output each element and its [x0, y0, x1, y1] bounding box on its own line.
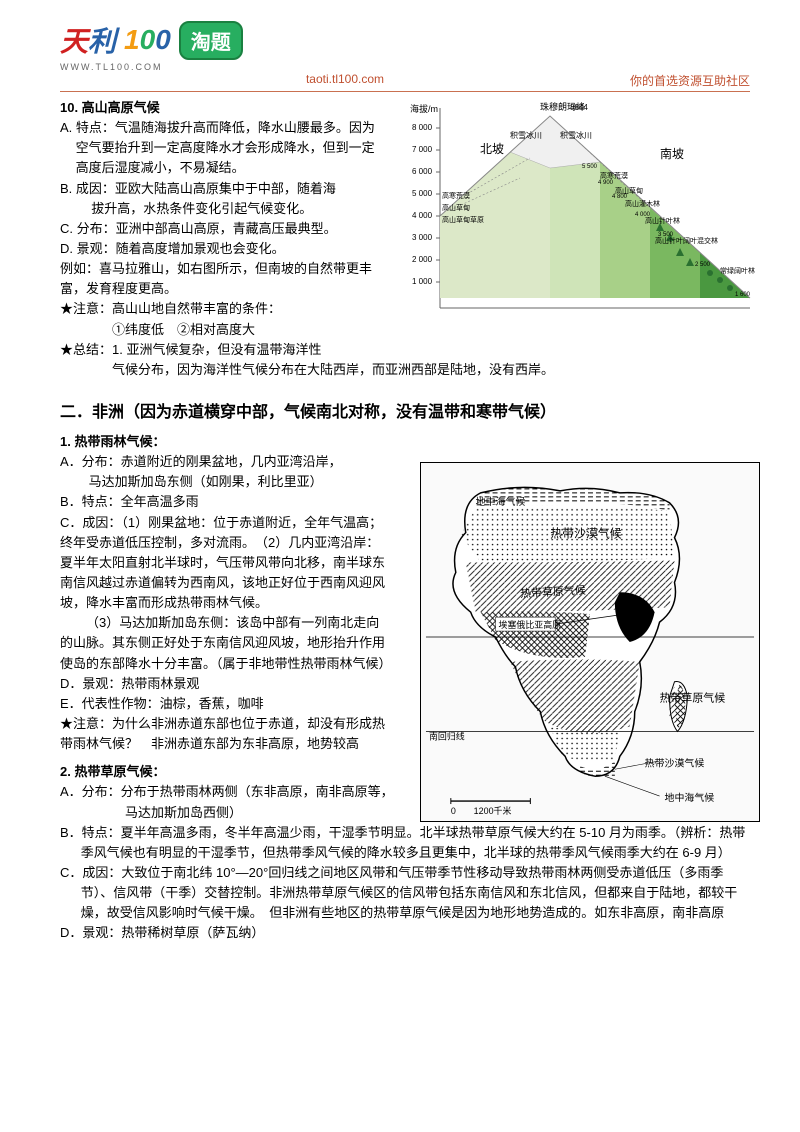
s10-sum1: ★总结：1. 亚洲气候复杂，但没有温带海洋性 — [60, 340, 750, 360]
s1-C1: C．成因：（1）刚果盆地：位于赤道附近，全年气温高；终年受赤道低压控制，多对流雨… — [60, 513, 390, 614]
s1-C3: （3）马达加斯加岛东侧：该岛中部有一列南北走向的山脉。其东侧正好处于东南信风迎风… — [60, 613, 390, 673]
map-label-desert: 热带沙漠气候 — [550, 527, 622, 541]
s1-A1: A．分布：赤道附近的刚果盆地，几内亚湾沿岸， — [60, 452, 390, 472]
south-label: 南坡 — [660, 146, 684, 161]
s10-C: C. 分布：亚洲中部高山高原，青藏高压最典型。 — [60, 219, 380, 239]
ytick: 4 000 — [412, 211, 433, 220]
s10-title: 10. 高山高原气候 — [60, 98, 380, 118]
s-band: 高山针叶林 — [645, 216, 680, 225]
n-band: 高寒荒漠 — [442, 191, 470, 200]
ytick: 6 000 — [412, 167, 433, 176]
logo-digit-1: 1 — [124, 24, 140, 55]
s-h: 2 500 — [695, 262, 711, 268]
s10-note1a: ①纬度低 ②相对高度大 — [60, 320, 380, 340]
s10-sum2: 气候分布，因为海洋性气候分布在大陆西岸，而亚洲西部是陆地，没有西岸。 — [60, 360, 750, 380]
mountain-chart: 海拔/m 8 000 7 000 6 000 5 000 4 000 3 000… — [400, 98, 760, 328]
y-label: 海拔/m — [410, 103, 438, 114]
africa-map: 热带沙漠气候 地中海气候 热带草原气候 埃塞俄比亚高原 热带草原气候 热带沙漠气… — [420, 462, 760, 822]
header-url: taoti.tl100.com — [306, 72, 384, 89]
logo-tianli: 天利 — [60, 20, 116, 60]
map-label-plateau: 埃塞俄比亚高原 — [499, 619, 562, 630]
s1-E: E．代表性作物：油棕，香蕉，咖啡 — [60, 694, 390, 714]
s1-title: 1. 热带雨林气候： — [60, 432, 390, 452]
header-tagline: 你的首选资源互助社区 — [630, 72, 750, 89]
s10-B1: B. 成因：亚欧大陆高山高原集中于中部，随着海 — [60, 179, 380, 199]
map-label-smed: 地中海气候 — [665, 791, 715, 804]
zone-savanna-s — [510, 659, 639, 732]
ytick: 2 000 — [412, 255, 433, 264]
n-band: 高山草甸 — [442, 203, 470, 212]
ytick: 5 000 — [412, 189, 433, 198]
logo-digit-0a: 0 — [140, 24, 156, 55]
s1-note: ★注意：为什么非洲赤道东部也位于赤道，却没有形成热带雨林气候？ 非洲赤道东部为东… — [60, 714, 390, 754]
s1-A2: 马达加斯加岛东侧（如刚果，利比里亚） — [89, 472, 390, 492]
section-africa-title: 二．非洲（因为赤道横穿中部，气候南北对称，没有温带和寒带气候） — [60, 398, 750, 422]
logo-100: 100 — [124, 24, 171, 56]
s2-D: D．景观：热带稀树草原（萨瓦纳） — [60, 923, 750, 943]
logo-taoti: 淘题 — [179, 21, 243, 60]
s10-eg: 例如：喜马拉雅山，如右图所示，但南坡的自然带更丰富，发育程度更高。 — [60, 259, 380, 299]
s-h: 3 500 — [658, 232, 674, 238]
glacier-s: 积雪冰川 — [560, 130, 592, 140]
section-10: 10. 高山高原气候 A. 特点：气温随海拔升高而降低，降水山腰最多。因为空气要… — [60, 98, 750, 380]
peak-height: 8844 — [570, 103, 588, 112]
s10-B2: 拔升高，水热条件变化引起气候变化。 — [60, 199, 380, 219]
map-label-savanna-s: 热带草原气候 — [660, 691, 726, 705]
s10-A: A. 特点：气温随海拔升高而降低，降水山腰最多。因为空气要抬升到一定高度降水才会… — [60, 118, 380, 178]
ytick: 3 000 — [412, 233, 433, 242]
s-band: 常绿阔叶林 — [720, 266, 755, 275]
s1-D: D．景观：热带雨林景观 — [60, 674, 390, 694]
north-label: 北坡 — [480, 142, 504, 156]
map-label-sdesert: 热带沙漠气候 — [645, 756, 705, 769]
s-h: 4 900 — [598, 180, 614, 186]
s1-B: B．特点：全年高温多雨 — [60, 492, 390, 512]
s-h: 5 500 — [582, 164, 598, 170]
ytick: 1 000 — [412, 277, 433, 286]
header-divider: taoti.tl100.com 你的首选资源互助社区 — [60, 72, 750, 92]
logo-digit-0b: 0 — [155, 24, 171, 55]
map-label-tropic: 南回归线 — [429, 730, 465, 741]
s10-note1: ★注意：高山山地自然带丰富的条件： — [60, 299, 380, 319]
ytick: 8 000 — [412, 123, 433, 132]
logo-tian: 天 — [60, 26, 88, 57]
s2-B: B．特点：夏半年高温多雨，冬半年高温少雨，干湿季节明显。北半球热带草原气候大约在… — [60, 823, 750, 863]
s10-D: D. 景观：随着高度增加景观也会变化。 — [60, 239, 380, 259]
s-band: 高山灌木林 — [625, 199, 660, 208]
s-h: 4 000 — [635, 212, 651, 218]
map-label-med: 地中海气候 — [476, 495, 526, 508]
map-scale: 0 1200千米 — [451, 805, 512, 816]
logo-li: 利 — [88, 26, 116, 57]
s-h: 1 600 — [735, 292, 751, 298]
glacier-n: 积雪冰川 — [510, 130, 542, 140]
s-band: 高寒荒漠 — [600, 171, 628, 180]
n-band: 高山草甸草原 — [442, 215, 484, 224]
ytick: 7 000 — [412, 145, 433, 154]
africa-block: 1. 热带雨林气候： A．分布：赤道附近的刚果盆地，几内亚湾沿岸， 马达加斯加岛… — [60, 432, 750, 754]
logo-url-small: WWW.TL100.COM — [60, 62, 750, 72]
s2-C: C．成因：大致位于南北纬 10°—20°回归线之间地区风带和气压带季节性移动导致… — [60, 863, 750, 923]
s-h: 4 800 — [612, 194, 628, 200]
logo-row: 天利 100 淘题 — [60, 20, 750, 60]
